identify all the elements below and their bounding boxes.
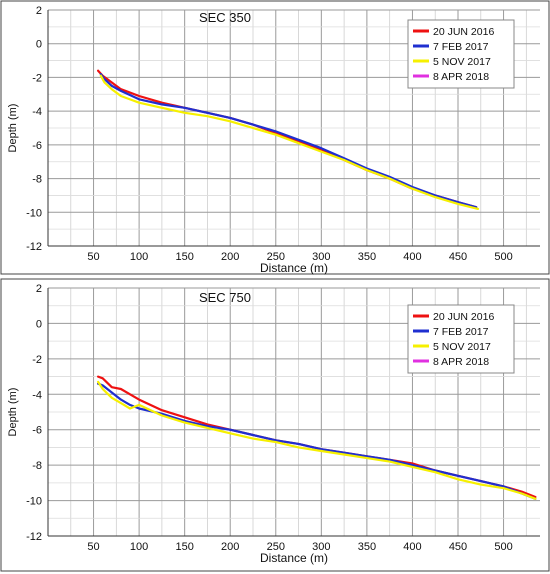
x-tick-label: 450 <box>449 251 467 263</box>
legend-label-7-feb-2017: 7 FEB 2017 <box>433 326 489 338</box>
y-tick-label: -10 <box>26 496 42 508</box>
series-line-7-feb-2017 <box>96 382 537 500</box>
series-line-7-feb-2017 <box>99 72 478 209</box>
legend-label-8-apr-2018: 8 APR 2018 <box>433 356 489 368</box>
y-tick-label: -6 <box>32 425 42 437</box>
y-tick-label: -4 <box>32 106 42 118</box>
x-tick-label: 400 <box>403 251 421 263</box>
x-tick-label: 300 <box>312 251 330 263</box>
chart-panel-sec-350: 2 0 -2 -4 -6 -8 -10 -12 50 100 150 200 250 300 350 400 4… <box>0 0 550 275</box>
y-axis-title: Depth (m) <box>7 388 19 437</box>
legend-label-7-feb-2017: 7 FEB 2017 <box>433 41 489 53</box>
x-tick-label: 250 <box>267 251 285 263</box>
x-tick-label: 100 <box>130 251 148 263</box>
series-line-5-nov-2017 <box>99 74 480 210</box>
x-tick-label: 400 <box>403 541 421 553</box>
chart-title: SEC 350 <box>199 10 251 25</box>
y-tick-label: -2 <box>32 72 42 84</box>
y-tick-label: -8 <box>32 174 42 186</box>
chart-panel-sec-750: 2 0 -2 -4 -6 -8 -10 -12 50 100 150 200 250 300 350 400 4… <box>0 278 550 572</box>
x-axis-title: Distance (m) <box>260 261 328 275</box>
y-tick-label: -4 <box>32 389 42 401</box>
legend-label-20-jun-2016: 20 JUN 2016 <box>433 26 494 38</box>
x-axis-title: Distance (m) <box>260 551 328 565</box>
legend-label-20-jun-2016: 20 JUN 2016 <box>433 311 494 323</box>
chart-title: SEC 750 <box>199 290 251 305</box>
y-tick-label: -12 <box>26 531 42 543</box>
legend: 20 JUN 2016 7 FEB 2017 5 NOV 2017 8 APR 201… <box>407 304 515 374</box>
x-tick-label: 500 <box>494 251 512 263</box>
series-line-5-nov-2017 <box>96 380 537 500</box>
y-tick-label: -6 <box>32 140 42 152</box>
legend-label-5-nov-2017: 5 NOV 2017 <box>433 56 491 68</box>
x-tick-label: 200 <box>221 541 239 553</box>
y-axis-title: Depth (m) <box>7 104 19 153</box>
legend-label-8-apr-2018: 8 APR 2018 <box>433 71 489 83</box>
x-tick-label: 450 <box>449 541 467 553</box>
y-tick-label: -12 <box>26 241 42 253</box>
y-tick-label: 2 <box>36 5 42 17</box>
x-tick-label: 150 <box>175 251 193 263</box>
x-tick-label: 500 <box>494 541 512 553</box>
x-tick-label: 200 <box>221 251 239 263</box>
y-tick-label: -10 <box>26 207 42 219</box>
x-tick-label: 300 <box>312 541 330 553</box>
x-tick-label: 50 <box>87 541 99 553</box>
x-tick-label: 150 <box>175 541 193 553</box>
y-tick-label: 0 <box>36 318 42 330</box>
x-tick-label: 100 <box>130 541 148 553</box>
y-tick-label: 2 <box>36 283 42 295</box>
x-tick-label: 50 <box>87 251 99 263</box>
legend-label-5-nov-2017: 5 NOV 2017 <box>433 341 491 353</box>
y-tick-label: -8 <box>32 460 42 472</box>
legend: 20 JUN 2016 7 FEB 2017 5 NOV 2017 8 APR 201… <box>407 19 515 89</box>
y-tick-label: 0 <box>36 39 42 51</box>
x-tick-label: 350 <box>358 541 376 553</box>
y-tick-label: -2 <box>32 354 42 366</box>
x-tick-label: 250 <box>267 541 285 553</box>
x-tick-label: 350 <box>358 251 376 263</box>
